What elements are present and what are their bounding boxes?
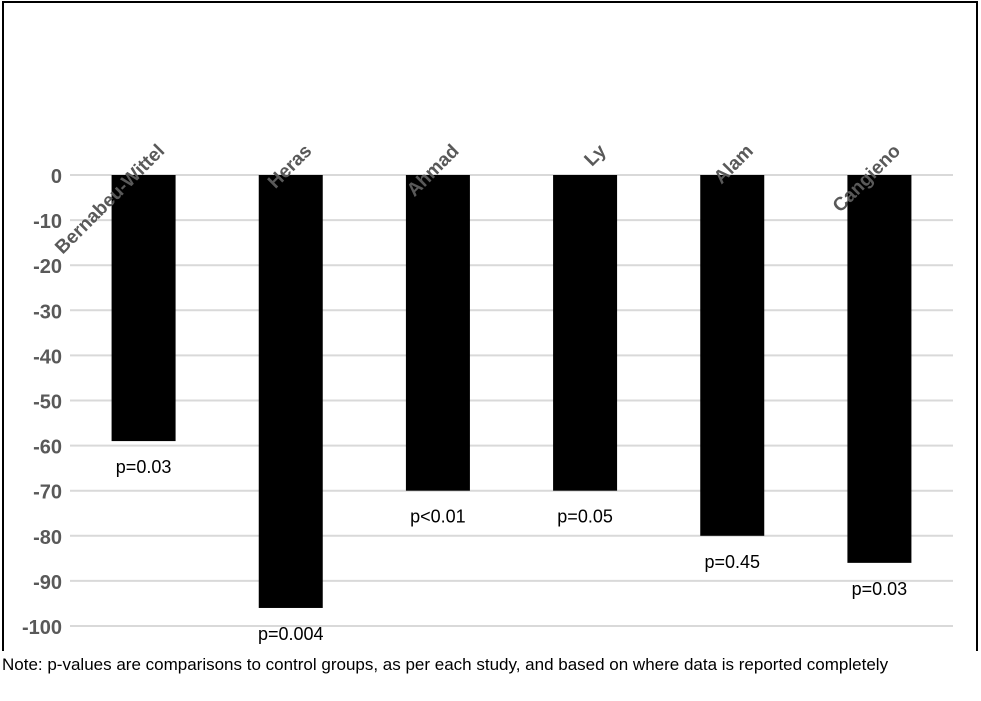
footnote: Note: p-values are comparisons to contro… [2, 655, 889, 674]
y-tick-label: -90 [33, 572, 62, 594]
category-label: Ly [581, 140, 611, 170]
bars [111, 175, 912, 608]
category-labels: Bernabeu-Wittel Heras Ahmad Ly Alam Cangieno [51, 140, 905, 258]
y-tick-label: -20 [33, 256, 62, 278]
y-tick-label: -10 [33, 211, 62, 233]
bar [258, 175, 323, 608]
bar [553, 175, 618, 491]
y-axis-tick-labels: 0 -10 -20 -30 -40 -50 -60 -70 -80 -90 -100 [22, 166, 62, 639]
data-label: p=0.45 [704, 552, 760, 572]
y-tick-label: -100 [22, 617, 62, 639]
y-tick-label: -30 [33, 301, 62, 323]
y-tick-label: -70 [33, 482, 62, 504]
y-tick-label: -60 [33, 437, 62, 459]
bar [111, 175, 176, 442]
data-label: p=0.03 [852, 579, 908, 599]
y-tick-label: 0 [51, 166, 62, 188]
data-label: p=0.05 [557, 507, 613, 527]
y-tick-label: -80 [33, 527, 62, 549]
data-label: p<0.01 [410, 507, 466, 527]
y-tick-label: -40 [33, 346, 62, 368]
bar-chart: 0 -10 -20 -30 -40 -50 -60 -70 -80 -90 -100 Bernabe… [22, 140, 953, 644]
data-label: p=0.004 [258, 624, 324, 644]
data-label: p=0.03 [116, 457, 172, 477]
bar [847, 175, 912, 563]
gridlines [70, 174, 953, 627]
data-labels: p=0.03 p=0.004 p<0.01 p=0.05 p=0.45 p=0.03 [116, 457, 907, 644]
y-tick-label: -50 [33, 392, 62, 414]
bar [405, 175, 470, 491]
bar [700, 175, 765, 536]
